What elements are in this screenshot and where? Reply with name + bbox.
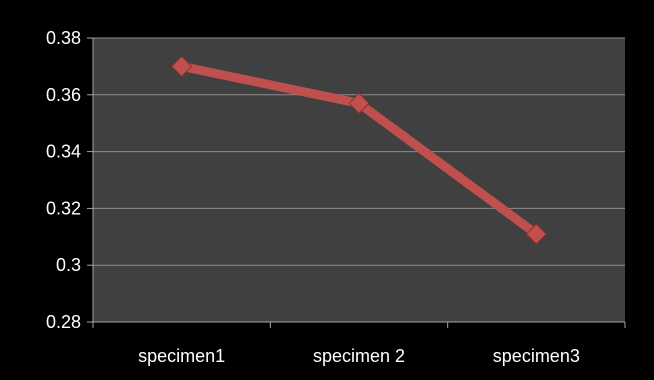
- data-point-marker: [170, 55, 193, 78]
- y-tick-label: 0.32: [46, 198, 81, 218]
- data-point-marker: [348, 92, 370, 115]
- x-tick-label: specimen1: [138, 346, 225, 366]
- y-tick-labels: 0.28 0.3 0.32 0.34 0.36 0.38: [46, 28, 81, 332]
- y-tick-label: 0.3: [56, 255, 81, 275]
- x-tick-label: specimen 2: [313, 346, 405, 366]
- y-tick-label: 0.38: [46, 28, 81, 48]
- y-tick-label: 0.34: [46, 142, 81, 162]
- y-tick-label: 0.36: [46, 85, 81, 105]
- x-tick-labels: specimen1 specimen 2 specimen3: [138, 346, 580, 366]
- data-point-marker: [525, 223, 548, 245]
- series-layer: [170, 55, 548, 245]
- x-tick-label: specimen3: [493, 346, 580, 366]
- axes: [87, 37, 626, 328]
- plot-area: [93, 38, 625, 322]
- gridlines: [93, 37, 625, 266]
- y-tick-label: 0.28: [46, 312, 81, 332]
